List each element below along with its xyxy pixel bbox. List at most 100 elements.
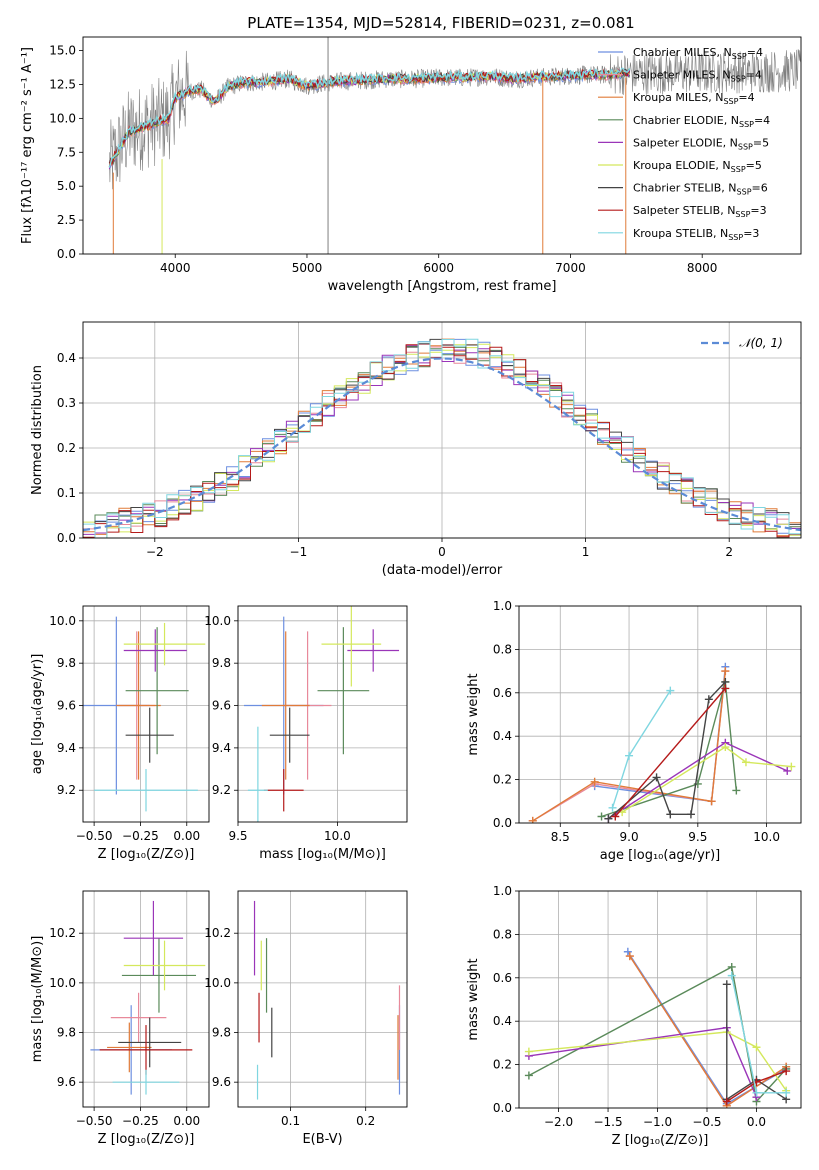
legend-entry: Salpeter ELODIE, NSSP=5 — [633, 136, 769, 151]
y-tick-label: 9.2 — [212, 783, 231, 797]
series-marker-kroupa_miles — [528, 816, 537, 823]
y-tick-label: 0.6 — [493, 971, 512, 985]
series-marker-chabrier_stelib — [704, 695, 713, 704]
x-axis-label: Z [log₁₀(Z/Z⊙)] — [98, 847, 195, 862]
y-tick-label: 7.5 — [57, 145, 76, 159]
y-tick-label: 0.0 — [493, 816, 512, 830]
series-marker-kroupa_miles — [707, 797, 716, 806]
y-tick-label: 0.2 — [493, 773, 512, 787]
x-tick-label: 2 — [725, 545, 733, 559]
series-marker-kroupa_stelib — [727, 971, 736, 980]
legend-label: Chabrier ELODIE, N — [633, 114, 739, 127]
series-marker-kroupa_stelib — [666, 686, 675, 695]
axes-frame — [518, 890, 802, 1109]
axes-frame — [82, 321, 802, 539]
series-marker-kroupa_miles — [721, 667, 730, 676]
axes-frame — [237, 605, 408, 823]
x-tick-label: 0.00 — [173, 829, 200, 843]
residuals-legend: 𝒩(0, 1) — [701, 336, 783, 350]
series-marker-kroupa_elodie — [787, 762, 796, 771]
legend-label: Salpeter ELODIE, N — [633, 136, 738, 149]
y-tick-label: 0.4 — [493, 1014, 512, 1028]
histogram-kroupa_stelib — [83, 338, 801, 538]
series-marker-chabrier_elodie — [524, 1071, 533, 1080]
series-marker-chabrier_stelib — [652, 773, 661, 782]
series-marker-salpeter_stelib — [722, 1097, 731, 1106]
y-tick-label: 12.5 — [49, 77, 76, 91]
x-axis-label: E(B-V) — [302, 1132, 342, 1147]
y-axis-label: mass weight — [466, 958, 481, 1040]
x-tick-label: −0.50 — [76, 829, 113, 843]
y-tick-label: 0.8 — [493, 642, 512, 656]
y-tick-label: 9.8 — [57, 1026, 76, 1040]
series-marker-chabrier_stelib — [686, 810, 695, 819]
y-tick-label: 9.6 — [212, 699, 231, 713]
legend-entry: Chabrier ELODIE, NSSP=4 — [633, 114, 770, 129]
legend-label: Chabrier MILES, N — [633, 46, 732, 59]
series-marker-chabrier_elodie — [732, 786, 741, 795]
mass_vs_EBV-axes: 0.1 0.2 9.6 9.8 10.0 10.2 E(B-V) — [204, 891, 407, 1147]
legend-sub: SSP — [739, 120, 754, 129]
y-axis-label: Flux [fλ10⁻¹⁷ erg cm⁻² s⁻¹ A⁻¹] — [20, 47, 35, 244]
y-tick-label: 5.0 — [57, 179, 76, 193]
y-tick-label: 9.6 — [57, 699, 76, 713]
series-marker-kroupa_stelib — [625, 751, 634, 760]
age_vs_Z-plot — [83, 616, 206, 812]
legend-entry: Salpeter MILES, NSSP=4 — [633, 69, 762, 84]
weight_vs_age-axes: 8.5 9.0 9.5 10.0 0.0 0.2 0.4 0.6 0.8 1.0 age [log₁… — [466, 599, 801, 863]
series-marker-chabrier_elodie — [727, 962, 736, 971]
mass_vs_Z-axes: −0.50 −0.25 0.00 9.6 9.8 10.0 10.2 Z [log₁₀(Z/Z… — [30, 891, 209, 1147]
spectrum-plot — [108, 37, 801, 254]
legend-tail: =6 — [752, 182, 768, 195]
legend-entry: Chabrier MILES, NSSP=4 — [633, 46, 763, 61]
legend-entry: Kroupa MILES, NSSP=4 — [633, 91, 755, 106]
x-tick-label: 10.0 — [324, 829, 351, 843]
y-tick-label: 10.0 — [49, 614, 76, 628]
series-marker-salpeter_stelib — [611, 812, 620, 821]
series-line-chabrier_stelib — [607, 681, 726, 820]
age_vs_Z-axes: −0.50 −0.25 0.00 9.2 9.4 9.6 9.8 10.0 Z [log₁₀(Z… — [30, 606, 209, 862]
legend-tail: =3 — [750, 204, 766, 217]
y-tick-label: 9.8 — [57, 656, 76, 670]
model-spectrum-kroupa_stelib — [108, 67, 631, 168]
x-tick-label: 5000 — [292, 261, 323, 275]
x-axis-label: Z [log₁₀(Z/Z⊙)] — [612, 1133, 709, 1148]
legend-tail: =4 — [754, 114, 770, 127]
legend-entry: Salpeter STELIB, NSSP=3 — [633, 204, 767, 219]
x-tick-label: −1.0 — [643, 1115, 672, 1129]
x-tick-label: 4000 — [160, 261, 191, 275]
axes-frame — [237, 890, 408, 1108]
legend-sub: SSP — [735, 210, 750, 219]
y-tick-label: 10.2 — [49, 926, 76, 940]
y-tick-label: 0.4 — [493, 729, 512, 743]
series-marker-chabrier_elodie — [597, 812, 606, 821]
series-marker-kroupa_miles — [625, 952, 634, 961]
series-marker-kroupa_stelib — [752, 1088, 761, 1097]
y-tick-label: 9.2 — [57, 783, 76, 797]
legend-sub: SSP — [731, 165, 746, 174]
axes-frame — [82, 890, 210, 1108]
x-tick-label: 6000 — [423, 261, 454, 275]
y-tick-label: 0.2 — [493, 1058, 512, 1072]
axes-frame — [82, 36, 802, 255]
weight_vs_age-plot — [528, 662, 796, 823]
legend-entry: 𝒩(0, 1) — [739, 336, 783, 350]
y-tick-label: 2.5 — [57, 213, 76, 227]
legend-tail: =5 — [753, 136, 769, 149]
x-tick-label: 0.1 — [281, 1114, 300, 1128]
series-marker-kroupa_elodie — [741, 758, 750, 767]
x-axis-label: mass [log₁₀(M/M⊙)] — [259, 847, 386, 862]
legend-sub: SSP — [732, 52, 747, 61]
x-axis-label: age [log₁₀(age/yr)] — [600, 848, 721, 863]
y-tick-label: 9.8 — [212, 1026, 231, 1040]
legend-label: Salpeter MILES, N — [633, 69, 731, 82]
series-marker-kroupa_elodie — [524, 1047, 533, 1056]
series-marker-salpeter_stelib — [782, 1067, 791, 1076]
legend-label: Kroupa MILES, N — [633, 91, 723, 104]
y-tick-label: 9.6 — [212, 1075, 231, 1089]
series-marker-chabrier_stelib — [666, 810, 675, 819]
y-axis-label: mass [log₁₀(M/M⊙)] — [30, 936, 45, 1063]
legend-label: Kroupa STELIB, N — [633, 227, 728, 240]
y-tick-label: 0.1 — [57, 486, 76, 500]
